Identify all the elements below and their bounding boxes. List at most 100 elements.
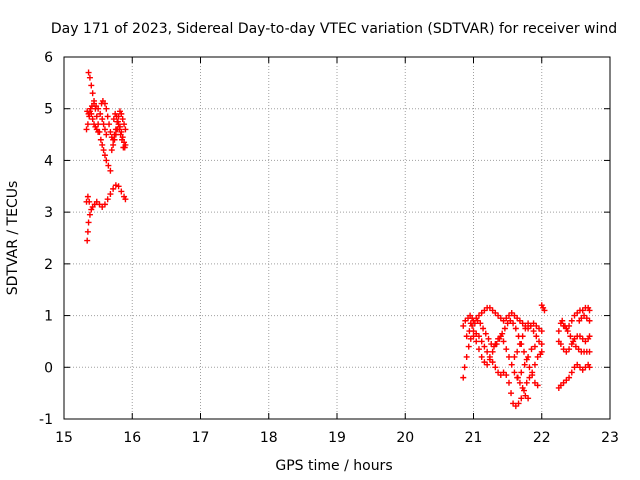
data-point [461, 364, 468, 371]
data-point [114, 118, 121, 125]
data-point [85, 219, 92, 226]
x-axis-label: GPS time / hours [275, 458, 392, 474]
data-point [519, 333, 526, 340]
data-point [115, 183, 122, 190]
data-point [466, 328, 473, 335]
data-point [499, 330, 506, 337]
data-point [85, 69, 92, 76]
data-point [97, 110, 104, 117]
data-point [89, 116, 96, 123]
data-point [122, 196, 129, 203]
data-point [95, 105, 102, 112]
x-tick-label: 21 [465, 430, 483, 446]
data-point [568, 317, 575, 324]
data-point [521, 361, 528, 368]
data-point [478, 353, 485, 360]
data-point [104, 196, 111, 203]
y-tick-label: 4 [44, 153, 53, 169]
data-point [99, 141, 106, 148]
data-point [489, 348, 496, 355]
data-point [110, 141, 117, 148]
data-point [119, 136, 126, 143]
data-point [555, 328, 562, 335]
data-point [514, 348, 521, 355]
data-point [113, 113, 120, 120]
data-point [481, 343, 488, 350]
data-point [484, 348, 491, 355]
data-point [480, 325, 487, 332]
data-point [525, 353, 532, 360]
data-point [561, 322, 568, 329]
data-point [110, 185, 117, 192]
data-point [118, 110, 125, 117]
data-point [103, 105, 110, 112]
data-point [521, 348, 528, 355]
x-tick-label: 16 [123, 430, 141, 446]
data-point [538, 348, 545, 355]
data-point [586, 333, 593, 340]
data-point [496, 335, 503, 342]
data-point [478, 338, 485, 345]
data-point [538, 328, 545, 335]
data-point [475, 333, 482, 340]
data-point [515, 400, 522, 407]
data-point [477, 320, 484, 327]
data-point [89, 90, 96, 97]
data-point [86, 198, 93, 205]
data-point [528, 346, 535, 353]
x-tick-label: 22 [533, 430, 551, 446]
x-tick-label: 15 [55, 430, 73, 446]
data-point [103, 131, 110, 138]
data-point [121, 121, 128, 128]
data-point [586, 307, 593, 314]
data-point [83, 126, 90, 133]
data-point [460, 374, 467, 381]
grid-lines [64, 57, 610, 419]
data-point [557, 341, 564, 348]
data-point [103, 157, 110, 164]
data-point [538, 341, 545, 348]
data-point [485, 335, 492, 342]
data-point [531, 343, 538, 350]
data-point [503, 372, 510, 379]
data-point [101, 126, 108, 133]
data-point [101, 201, 108, 208]
y-axis: -1 0 1 2 3 4 5 6 [39, 50, 610, 428]
data-point [525, 395, 532, 402]
data-point [522, 325, 529, 332]
data-points [83, 69, 593, 410]
data-point [108, 147, 115, 154]
data-point [107, 128, 114, 135]
data-point [121, 144, 128, 151]
x-tick-label: 20 [396, 430, 414, 446]
data-point [526, 364, 533, 371]
data-point [586, 364, 593, 371]
data-point [100, 121, 107, 128]
data-point [512, 325, 519, 332]
x-tick-label: 18 [260, 430, 278, 446]
data-point [493, 341, 500, 348]
data-point [84, 121, 91, 128]
data-point [503, 346, 510, 353]
data-point [567, 333, 574, 340]
data-point [105, 162, 112, 169]
data-point [516, 341, 523, 348]
data-point [463, 353, 470, 360]
data-point [116, 126, 123, 133]
data-point [519, 384, 526, 391]
data-point [511, 353, 518, 360]
data-point [518, 395, 525, 402]
data-point [508, 361, 515, 368]
y-tick-label: 3 [44, 205, 53, 221]
chart-title: Day 171 of 2023, Sidereal Day-to-day VTE… [51, 21, 617, 37]
data-point [107, 167, 114, 174]
data-point [84, 193, 91, 200]
data-point [501, 325, 508, 332]
data-point [106, 121, 113, 128]
data-point [88, 82, 95, 89]
data-point [533, 333, 540, 340]
data-point [101, 152, 108, 159]
data-point [475, 346, 482, 353]
x-tick-label: 23 [601, 430, 619, 446]
